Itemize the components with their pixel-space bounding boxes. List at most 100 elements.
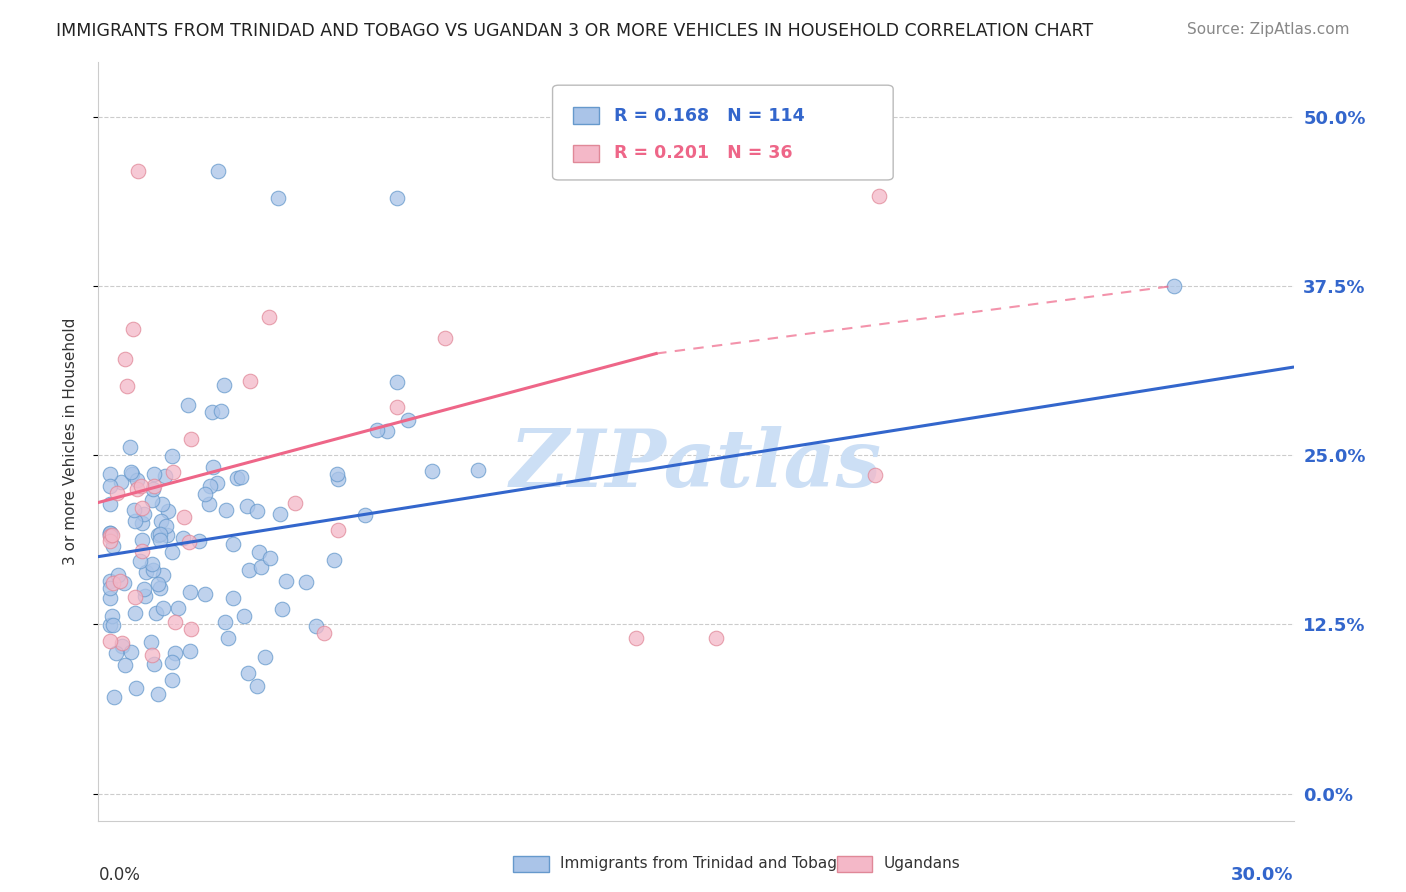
Point <box>267 191 290 205</box>
Point <box>98 467 122 482</box>
Text: Immigrants from Trinidad and Tobago: Immigrants from Trinidad and Tobago <box>560 856 846 871</box>
Point <box>111 636 134 650</box>
Text: 0.0%: 0.0% <box>98 866 141 884</box>
Point <box>101 528 124 542</box>
Point <box>179 585 201 599</box>
Point <box>125 681 148 696</box>
Point <box>270 602 292 616</box>
Point <box>162 465 184 479</box>
Point <box>215 503 238 517</box>
Point <box>160 673 183 687</box>
Point <box>121 467 143 481</box>
Point <box>98 581 122 595</box>
Point <box>150 514 173 528</box>
Point <box>142 482 165 496</box>
Point <box>152 567 174 582</box>
Point <box>105 647 128 661</box>
Point <box>239 374 262 388</box>
Point <box>122 503 145 517</box>
Text: Source: ZipAtlas.com: Source: ZipAtlas.com <box>1187 22 1350 37</box>
Point <box>98 533 122 548</box>
Point <box>217 631 239 645</box>
Point <box>98 634 122 648</box>
Point <box>160 545 183 559</box>
Point <box>134 590 156 604</box>
Text: 30.0%: 30.0% <box>1232 866 1294 884</box>
Point <box>127 473 149 487</box>
Point <box>143 467 166 481</box>
Point <box>110 475 132 490</box>
Point <box>259 551 281 566</box>
Point <box>141 492 163 507</box>
Point <box>141 648 163 662</box>
Point <box>131 544 153 558</box>
Point <box>177 535 200 549</box>
Point <box>236 499 259 513</box>
Point <box>233 608 256 623</box>
Point <box>101 609 124 624</box>
Point <box>269 508 291 522</box>
Point <box>124 514 146 528</box>
Point <box>98 618 122 632</box>
Point <box>205 475 228 490</box>
Text: R = 0.201   N = 36: R = 0.201 N = 36 <box>613 145 792 162</box>
Point <box>328 523 350 537</box>
Point <box>200 479 222 493</box>
Point <box>172 531 194 545</box>
Point <box>187 534 209 549</box>
Point <box>180 432 202 446</box>
Point <box>377 424 399 438</box>
Point <box>101 576 124 591</box>
Text: ZIPatlas: ZIPatlas <box>510 425 882 503</box>
Point <box>118 440 141 454</box>
Point <box>114 575 136 590</box>
Point <box>314 626 336 640</box>
Point <box>121 322 143 336</box>
Point <box>179 644 201 658</box>
Point <box>295 574 318 589</box>
Point <box>323 553 346 567</box>
Point <box>201 405 224 419</box>
Point <box>101 539 124 553</box>
Point <box>284 496 307 510</box>
Point <box>420 464 443 478</box>
Point <box>143 479 166 493</box>
Point <box>135 565 157 579</box>
Point <box>115 379 138 393</box>
Point <box>704 631 727 645</box>
Point <box>385 375 408 389</box>
Point <box>276 574 298 588</box>
Point <box>146 577 169 591</box>
Point <box>173 509 195 524</box>
Point <box>114 351 136 366</box>
Point <box>197 497 219 511</box>
Point <box>246 504 269 518</box>
Point <box>98 574 122 589</box>
Point <box>238 665 260 680</box>
Point <box>149 533 172 547</box>
Point <box>98 591 122 606</box>
Point <box>98 528 122 542</box>
Point <box>134 507 156 521</box>
Point <box>247 545 270 559</box>
Point <box>211 404 233 418</box>
Point <box>246 679 269 693</box>
Point <box>249 560 271 574</box>
Point <box>124 590 146 604</box>
Bar <box>572 145 599 161</box>
Point <box>257 310 280 325</box>
Point <box>98 479 122 493</box>
Point <box>142 563 165 577</box>
Point <box>145 606 167 620</box>
Point <box>120 465 142 479</box>
Point <box>129 554 152 568</box>
Point <box>124 606 146 620</box>
Point <box>152 600 174 615</box>
Point <box>868 189 890 203</box>
FancyBboxPatch shape <box>553 85 893 180</box>
Point <box>149 526 172 541</box>
Point <box>129 479 152 493</box>
Point <box>222 537 245 551</box>
Point <box>155 519 177 533</box>
Point <box>385 400 408 414</box>
